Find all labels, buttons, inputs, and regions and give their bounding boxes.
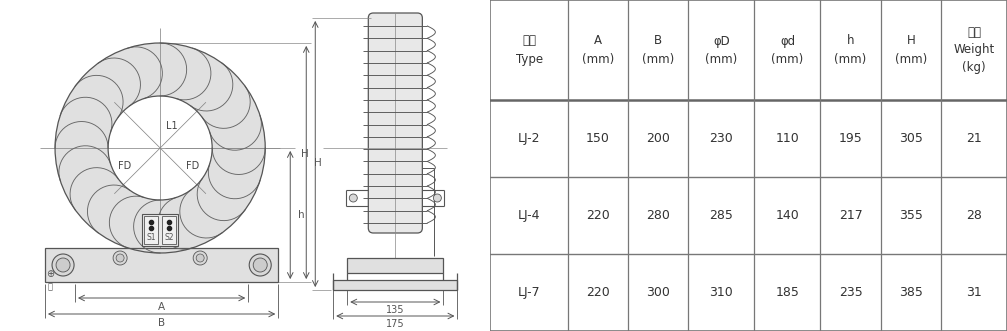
Text: h: h — [298, 210, 305, 220]
Circle shape — [52, 254, 75, 276]
Text: φD
(mm): φD (mm) — [705, 34, 737, 66]
Text: 200: 200 — [646, 132, 671, 145]
Text: H: H — [314, 158, 322, 167]
Text: S2: S2 — [164, 233, 174, 243]
Bar — [142, 214, 178, 246]
Text: H: H — [301, 149, 309, 159]
Text: A
(mm): A (mm) — [582, 34, 614, 66]
Circle shape — [193, 251, 207, 265]
Text: FD: FD — [185, 161, 198, 171]
Bar — [144, 216, 158, 244]
Text: 280: 280 — [646, 209, 671, 222]
Text: 28: 28 — [966, 209, 982, 222]
Text: 135: 135 — [386, 305, 405, 315]
Bar — [333, 280, 457, 290]
Text: 150: 150 — [586, 132, 610, 145]
Text: 31: 31 — [966, 286, 982, 299]
Circle shape — [56, 258, 70, 272]
Circle shape — [349, 194, 357, 202]
Text: ⏚: ⏚ — [47, 282, 52, 292]
Text: 235: 235 — [839, 286, 862, 299]
Text: 重量
Weight
(kg): 重量 Weight (kg) — [954, 25, 995, 74]
Text: φd
(mm): φd (mm) — [771, 34, 804, 66]
FancyBboxPatch shape — [369, 13, 422, 233]
Text: 305: 305 — [899, 132, 922, 145]
Text: B: B — [158, 318, 165, 328]
Text: h
(mm): h (mm) — [835, 34, 867, 66]
Bar — [162, 216, 176, 244]
Text: L1: L1 — [166, 121, 178, 131]
Text: LJ-2: LJ-2 — [518, 132, 541, 145]
Text: 185: 185 — [775, 286, 800, 299]
Text: 300: 300 — [646, 286, 671, 299]
Polygon shape — [55, 43, 265, 253]
Circle shape — [108, 96, 212, 200]
Circle shape — [253, 258, 267, 272]
Bar — [45, 248, 278, 282]
Text: 220: 220 — [586, 209, 610, 222]
Text: 140: 140 — [775, 209, 800, 222]
Text: 310: 310 — [710, 286, 733, 299]
Text: 21: 21 — [966, 132, 982, 145]
Text: LJ-4: LJ-4 — [518, 209, 541, 222]
Text: 195: 195 — [839, 132, 862, 145]
Text: 217: 217 — [839, 209, 862, 222]
Text: A: A — [158, 302, 165, 312]
Text: 385: 385 — [899, 286, 922, 299]
Text: B
(mm): B (mm) — [642, 34, 675, 66]
Circle shape — [113, 251, 127, 265]
Text: ⊕: ⊕ — [46, 269, 54, 279]
Text: FD: FD — [119, 161, 132, 171]
Text: 110: 110 — [775, 132, 800, 145]
Text: 220: 220 — [586, 286, 610, 299]
Text: 175: 175 — [386, 319, 405, 329]
Bar — [347, 258, 443, 273]
Circle shape — [249, 254, 271, 276]
Text: 285: 285 — [710, 209, 733, 222]
Circle shape — [196, 254, 204, 262]
Circle shape — [116, 254, 124, 262]
Text: 230: 230 — [710, 132, 733, 145]
Text: 型号
Type: 型号 Type — [516, 34, 543, 66]
Text: 355: 355 — [899, 209, 922, 222]
Text: S1: S1 — [146, 233, 156, 243]
Circle shape — [433, 194, 441, 202]
Text: LJ-7: LJ-7 — [518, 286, 541, 299]
Text: H
(mm): H (mm) — [895, 34, 927, 66]
